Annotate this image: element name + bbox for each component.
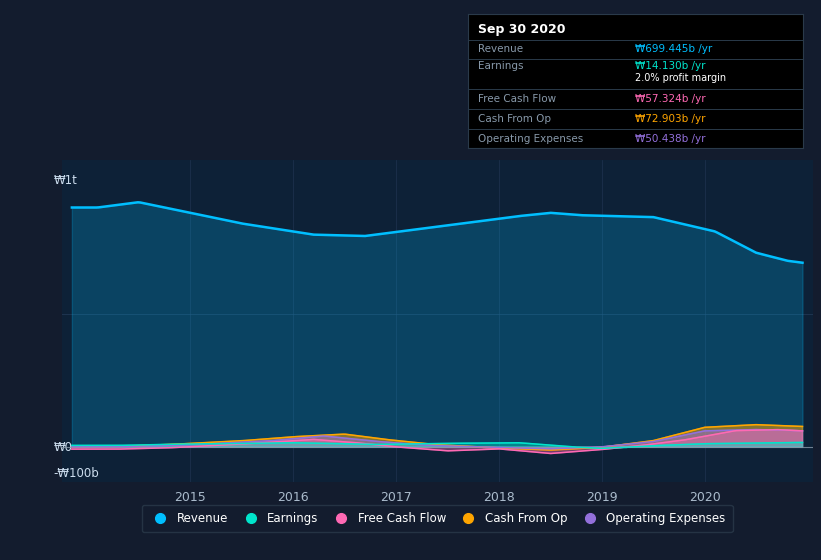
Text: ₩699.445b /yr: ₩699.445b /yr (635, 44, 713, 54)
Text: ₩57.324b /yr: ₩57.324b /yr (635, 94, 706, 104)
Text: Revenue: Revenue (478, 44, 523, 54)
Text: -₩100b: -₩100b (53, 467, 99, 480)
Text: 2.0% profit margin: 2.0% profit margin (635, 73, 727, 83)
Text: ₩0: ₩0 (53, 441, 72, 454)
Text: ₩14.130b /yr: ₩14.130b /yr (635, 61, 706, 71)
Text: Cash From Op: Cash From Op (478, 114, 551, 124)
Text: ₩72.903b /yr: ₩72.903b /yr (635, 114, 706, 124)
Text: Operating Expenses: Operating Expenses (478, 133, 583, 143)
Text: ₩1t: ₩1t (53, 174, 77, 188)
Text: ₩50.438b /yr: ₩50.438b /yr (635, 133, 706, 143)
Legend: Revenue, Earnings, Free Cash Flow, Cash From Op, Operating Expenses: Revenue, Earnings, Free Cash Flow, Cash … (141, 505, 733, 532)
Text: Sep 30 2020: Sep 30 2020 (478, 24, 566, 36)
Text: Free Cash Flow: Free Cash Flow (478, 94, 556, 104)
Text: Earnings: Earnings (478, 61, 524, 71)
